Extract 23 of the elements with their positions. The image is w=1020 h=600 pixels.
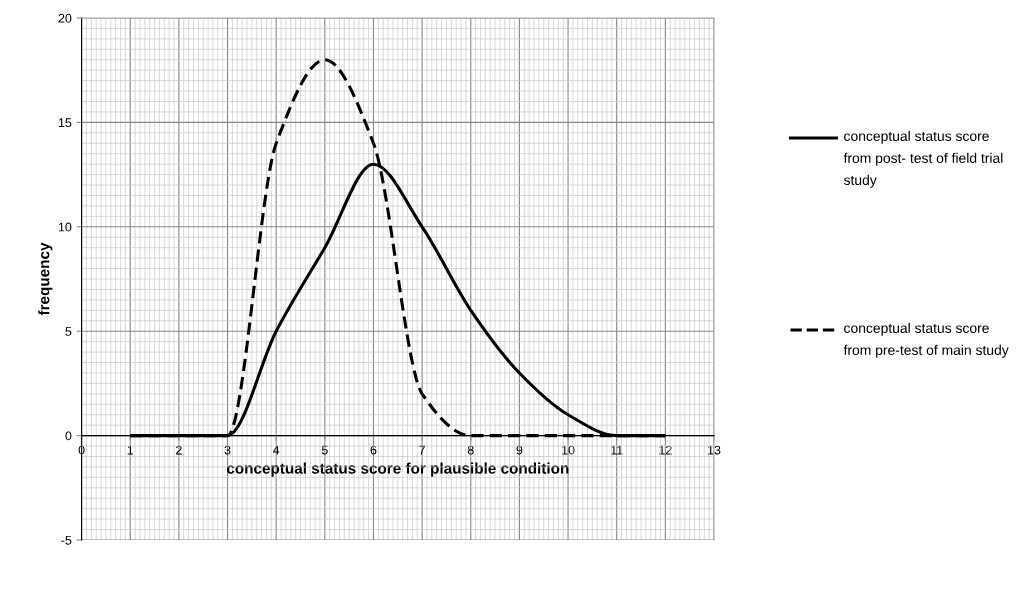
y-tick-label: 10 xyxy=(58,222,72,232)
y-tick-label: 0 xyxy=(65,431,72,441)
x-axis-title: conceptual status score for plausible condition xyxy=(226,462,569,477)
legend-label: conceptual status score from post- test of field trial study xyxy=(843,130,1003,188)
x-tick-label: 2 xyxy=(176,445,182,455)
x-tick-label: 5 xyxy=(321,445,328,455)
x-tick-label: 8 xyxy=(467,445,474,455)
x-tick-label: 10 xyxy=(562,445,575,455)
x-tick-label: 13 xyxy=(708,445,721,455)
x-tick-label: 7 xyxy=(419,445,425,455)
x-tick-label: 1 xyxy=(127,445,134,455)
y-tick-label: 20 xyxy=(58,13,72,23)
y-tick-label: -5 xyxy=(61,535,72,545)
x-tick-label: 12 xyxy=(659,445,672,455)
y-tick-label: 15 xyxy=(58,118,72,128)
y-axis-title: frequency xyxy=(38,242,53,316)
x-tick-label: 9 xyxy=(516,445,523,455)
x-tick-label: 6 xyxy=(370,445,377,455)
y-tick-label: 5 xyxy=(65,327,72,336)
legend-label: conceptual status score from pre-test of main study xyxy=(843,322,1009,358)
x-tick-label: 11 xyxy=(611,445,623,455)
x-tick-label: 3 xyxy=(224,445,231,455)
x-tick-label: 4 xyxy=(273,445,280,455)
